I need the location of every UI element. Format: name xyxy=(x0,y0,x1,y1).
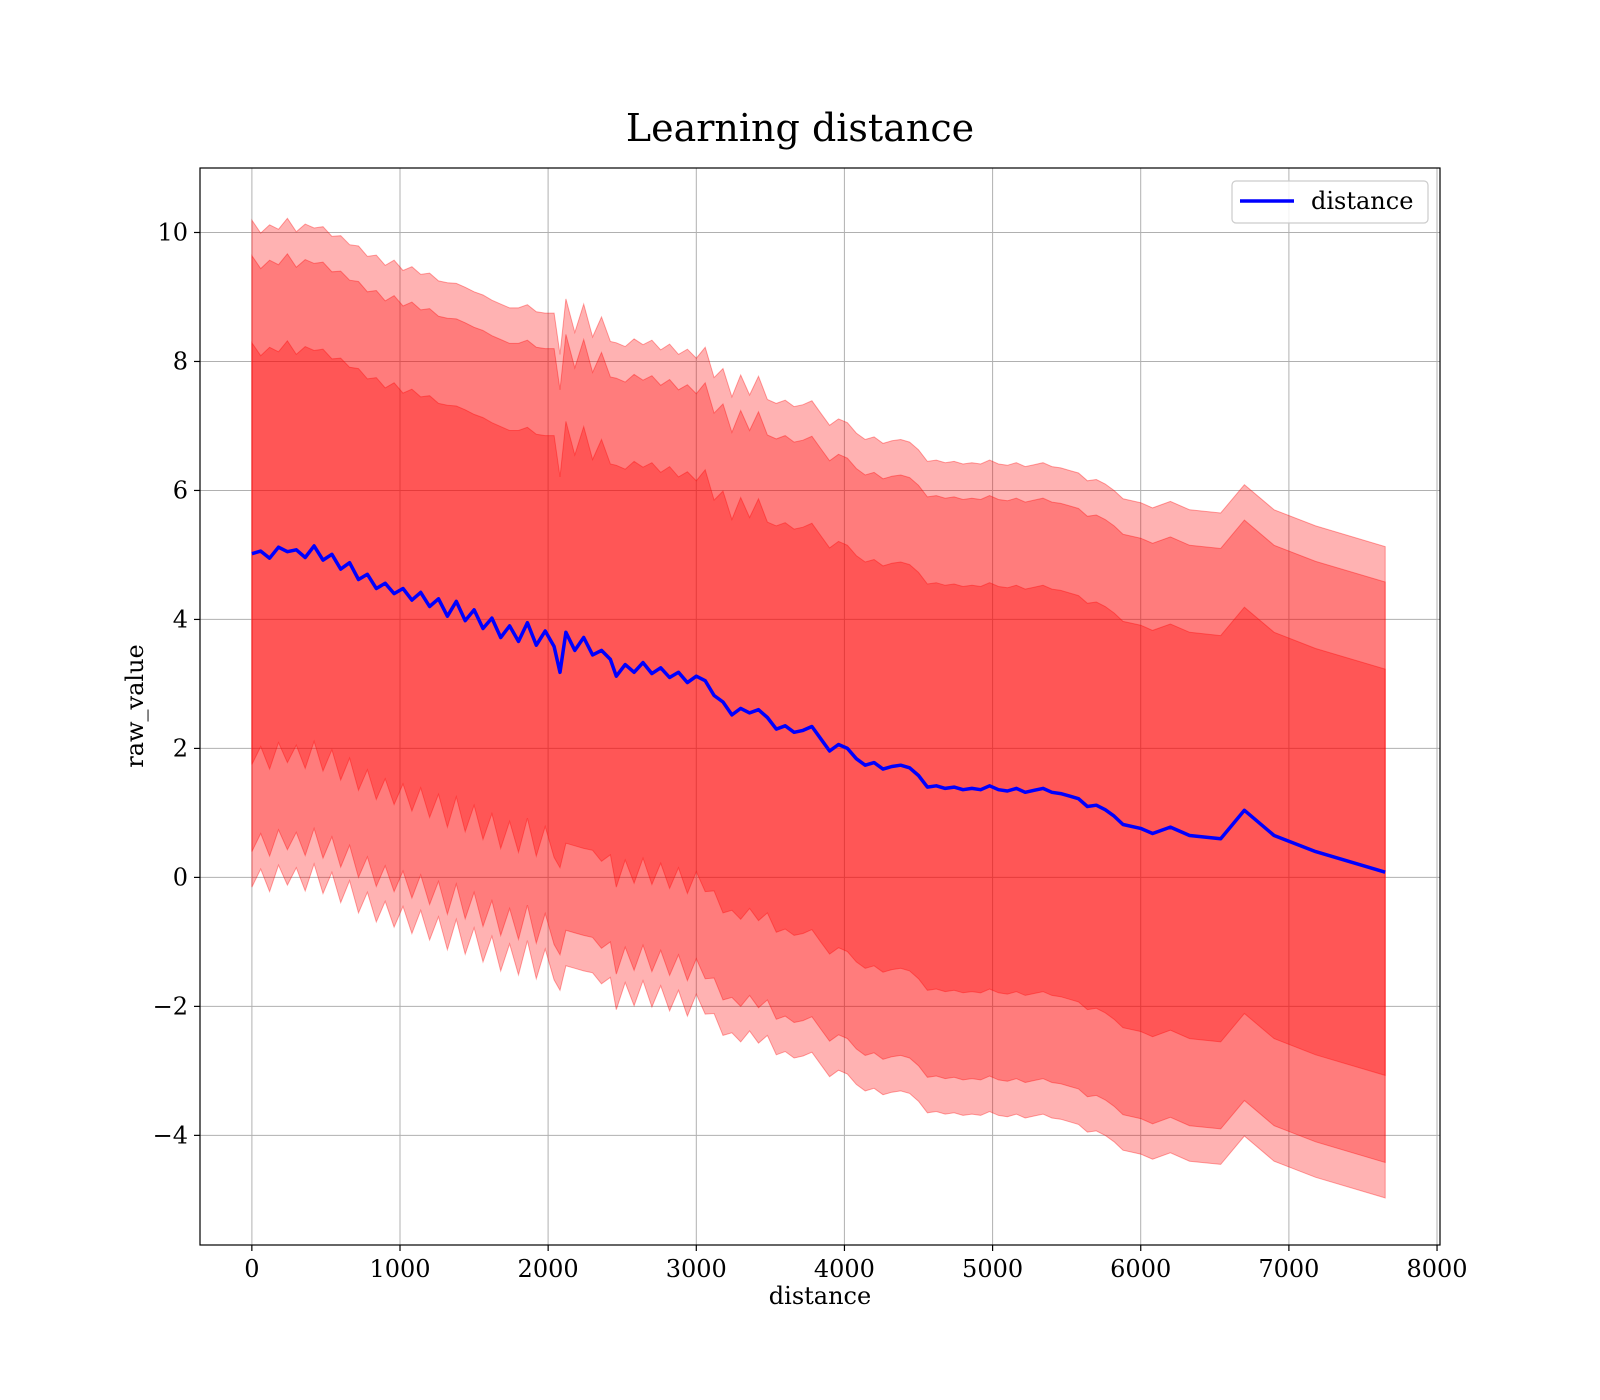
x-tick-label: 8000 xyxy=(1406,1255,1467,1283)
x-tick-label: 5000 xyxy=(962,1255,1023,1283)
legend-box xyxy=(1231,180,1429,224)
x-tick-label: 6000 xyxy=(1110,1255,1171,1283)
y-tick-label: 8 xyxy=(173,348,188,376)
band-1-sigma xyxy=(251,339,1386,1077)
band-3-sigma xyxy=(251,217,1386,1199)
plot-frame xyxy=(199,167,1441,1246)
y-tick-label: 0 xyxy=(173,863,188,891)
x-tick-label: 3000 xyxy=(666,1255,727,1283)
y-tick-label: −4 xyxy=(153,1121,188,1149)
band-2-sigma xyxy=(251,252,1386,1164)
x-tick-label: 7000 xyxy=(1258,1255,1319,1283)
x-tick-label: 4000 xyxy=(814,1255,875,1283)
series-line-distance xyxy=(251,544,1386,874)
x-axis-label: distance xyxy=(769,1282,871,1310)
series-lines xyxy=(251,544,1386,874)
y-tick-label: 2 xyxy=(173,734,188,762)
chart-title: Learning distance xyxy=(626,106,974,150)
legend-label-distance: distance xyxy=(1311,187,1413,215)
x-tick-label: 0 xyxy=(244,1255,259,1283)
y-tick-label: −2 xyxy=(153,992,188,1020)
y-tick-label: 4 xyxy=(173,605,188,633)
x-tick-label: 1000 xyxy=(369,1255,430,1283)
x-tick-label: 2000 xyxy=(518,1255,579,1283)
y-tick-label: 6 xyxy=(173,477,188,505)
legend: distance xyxy=(1231,180,1429,224)
axis-ticks: 0 1000 2000 3000 4000 5000 6000 7000 8000 −4 −2 0 2 4… xyxy=(153,219,1468,1284)
y-axis-label: raw_value xyxy=(121,644,149,768)
grid xyxy=(200,168,1440,1245)
confidence-bands xyxy=(251,217,1386,1199)
y-tick-label: 10 xyxy=(157,219,188,247)
